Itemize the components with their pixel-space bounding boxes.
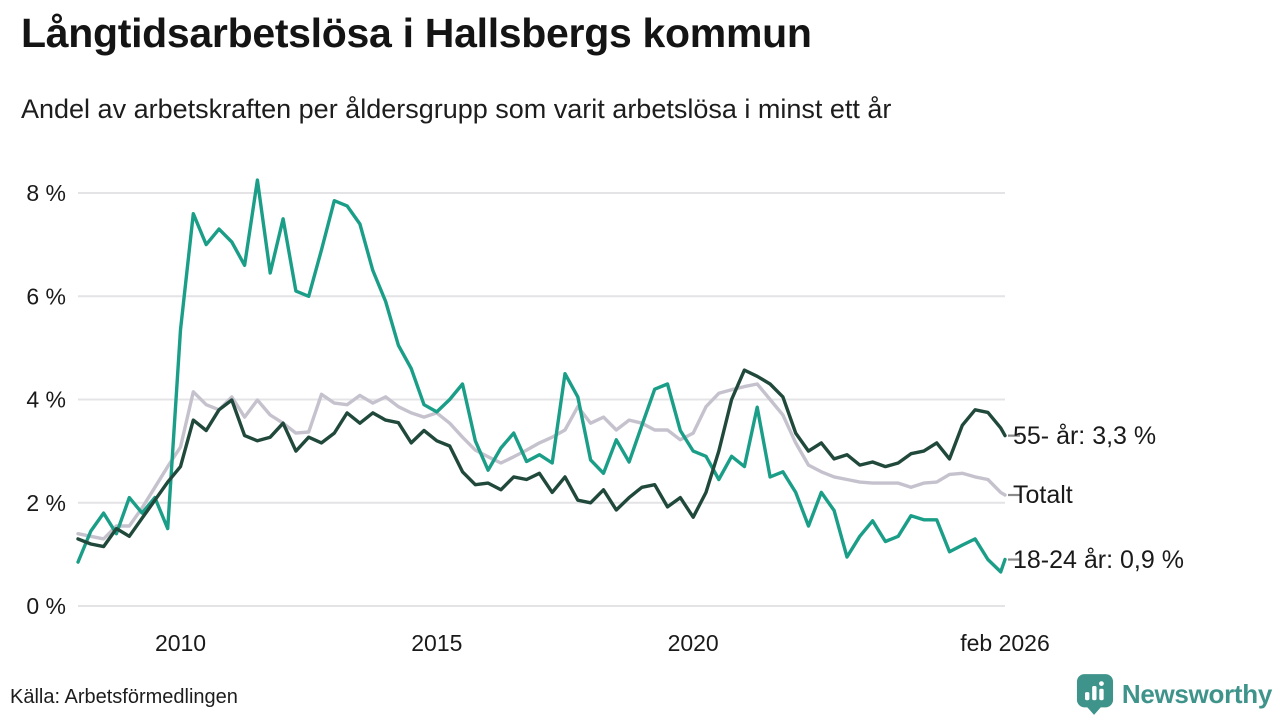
y-tick-label: 8 % (26, 180, 66, 206)
newsworthy-logo-icon (1076, 674, 1113, 715)
x-tick-label: 2015 (411, 630, 462, 656)
series-line-18-24år (76, 178, 1007, 574)
y-tick-label: 4 % (26, 387, 66, 413)
newsworthy-logo-text: Newsworthy (1121, 679, 1272, 709)
page-title: Långtidsarbetslösa i Hallsbergs kommun (21, 10, 812, 56)
source-note: Källa: Arbetsförmedlingen (10, 686, 238, 708)
series-line-Totalt (76, 382, 1007, 541)
chart-subtitle: Andel av arbetskraften per åldersgrupp s… (21, 94, 892, 124)
series-label-18-24-ar: 18-24 år: 0,9 % (1013, 545, 1184, 574)
y-tick-label: 6 % (26, 283, 66, 309)
newsworthy-logo[interactable]: Newsworthy (1076, 673, 1272, 716)
x-tick-label: feb 2026 (960, 630, 1050, 656)
y-tick-label: 0 % (26, 593, 66, 619)
series-line-55-år (76, 368, 1007, 549)
x-tick-label: 2020 (668, 630, 719, 656)
y-tick-label: 2 % (26, 490, 66, 516)
series-label-55-ar: 55- år: 3,3 % (1013, 421, 1157, 450)
series-label-totalt: Totalt (1013, 481, 1073, 509)
x-tick-label: 2010 (155, 630, 206, 656)
